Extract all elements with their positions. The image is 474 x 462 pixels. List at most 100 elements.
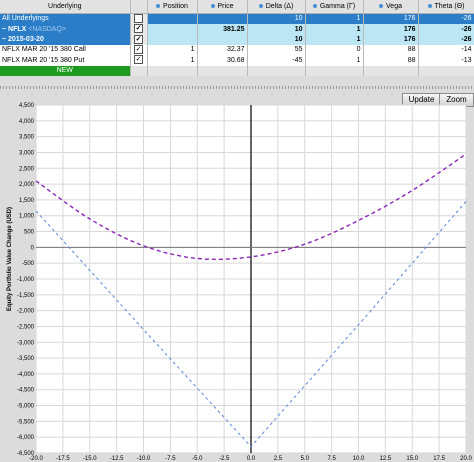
row-label[interactable]: NFLX MAR 20 '15 380 Call	[0, 45, 131, 56]
row-label[interactable]: − 2015-03-20	[0, 34, 131, 46]
gamma-value: 1	[305, 55, 364, 66]
x-tick-label: 12.5	[380, 456, 392, 462]
y-tick-label: 3,000	[19, 150, 35, 156]
col-price[interactable]: Price	[197, 0, 248, 14]
theta-value: -26	[418, 34, 474, 46]
sort-dot-icon	[156, 4, 161, 9]
row-label[interactable]: All Underlyings	[0, 13, 131, 25]
x-tick-label: 7.5	[327, 456, 336, 462]
risk-chart-panel: Update Zoom -20.0 -17.5 -15.0 -12.5 -10.0 -7.…	[0, 86, 474, 462]
y-tick-label: 4,000	[19, 119, 35, 125]
col-position[interactable]: Position	[147, 0, 198, 14]
y-tick-label: -500	[22, 261, 35, 267]
vega-value: 176	[363, 13, 419, 25]
x-tick-label: -5.0	[192, 456, 203, 462]
theta-value: -13	[418, 55, 474, 66]
delta-value: -45	[247, 55, 306, 66]
table-row-expiry[interactable]: − 2015-03-20 ✓ 10 1 176 -26	[0, 34, 474, 46]
vega-value: 176	[363, 24, 419, 35]
vega-value: 88	[363, 55, 419, 66]
position-value[interactable]: 1	[147, 55, 198, 66]
y-tick-label: 2,000	[19, 182, 35, 188]
col-check	[130, 0, 148, 14]
col-underlying[interactable]: Underlying	[0, 0, 131, 14]
gamma-value: 1	[305, 13, 364, 25]
include-checkbox[interactable]: ✓	[134, 34, 143, 44]
col-delta[interactable]: Delta (Δ)	[247, 0, 306, 14]
sort-dot-icon	[427, 4, 432, 9]
y-tick-label: 2,500	[19, 166, 35, 172]
sort-dot-icon	[379, 4, 384, 9]
price-value: 30.68	[197, 55, 248, 66]
panel-splitter[interactable]	[0, 86, 474, 89]
price-value: 32.37	[197, 45, 248, 56]
x-tick-label: -17.5	[56, 456, 70, 462]
x-tick-label: 2.5	[274, 456, 283, 462]
table-row-option-put[interactable]: NFLX MAR 20 '15 380 Put ✓ 1 30.68 -45 1 …	[0, 55, 474, 66]
include-checkbox[interactable]: ✓	[134, 24, 143, 34]
x-tick-label: 10.0	[353, 456, 365, 462]
series-line-1	[35, 153, 467, 261]
y-tick-label: 3,500	[19, 135, 35, 141]
pnl-chart: -20.0 -17.5 -15.0 -12.5 -10.0 -7.5 -5.0 -2.5 0.0…	[17, 103, 473, 462]
col-vega[interactable]: Vega	[363, 0, 419, 14]
price-value: 381.25	[197, 24, 248, 35]
gamma-value: 1	[305, 34, 364, 46]
vega-value: 176	[363, 34, 419, 46]
y-tick-label: -1,000	[17, 277, 35, 283]
y-tick-label: -2,500	[17, 324, 35, 330]
include-checkbox[interactable]: ✓	[134, 45, 143, 55]
delta-value: 55	[247, 45, 306, 56]
col-theta[interactable]: Theta (Θ)	[418, 0, 474, 14]
exchange-label: <NASDAQ>	[28, 25, 67, 33]
y-tick-label: -6,500	[17, 451, 35, 457]
table-row-new[interactable]: NEW	[0, 65, 474, 76]
delta-value: 10	[247, 24, 306, 35]
new-position-button[interactable]: NEW	[0, 65, 131, 76]
x-tick-label: 0.0	[247, 456, 256, 462]
x-tick-label: -7.5	[165, 456, 176, 462]
include-checkbox[interactable]: ✓	[134, 14, 143, 23]
x-tick-label: 15.0	[406, 456, 418, 462]
x-tick-label: -10.0	[137, 456, 151, 462]
col-gamma[interactable]: Gamma (Γ)	[305, 0, 364, 14]
theta-value: -26	[418, 24, 474, 35]
position-value[interactable]: 1	[147, 45, 198, 56]
y-axis-label: Equity Portfolio Value Change (USD)	[7, 207, 13, 312]
y-tick-label: 1,000	[19, 214, 35, 220]
delta-value: 10	[247, 34, 306, 46]
vega-value: 88	[363, 45, 419, 56]
y-tick-label: 500	[24, 230, 35, 236]
theta-value: -14	[418, 45, 474, 56]
y-tick-label: -3,000	[17, 340, 35, 346]
sort-dot-icon	[258, 4, 263, 9]
x-tick-label: -12.5	[110, 456, 124, 462]
row-label[interactable]: NFLX MAR 20 '15 380 Put	[0, 55, 131, 66]
gamma-value: 1	[305, 24, 364, 35]
y-tick-label: -5,000	[17, 404, 35, 410]
y-tick-label: -3,500	[17, 356, 35, 362]
series-line-2	[35, 201, 467, 448]
y-tick-label: -4,500	[17, 388, 35, 394]
y-tick-label: -6,000	[17, 435, 35, 441]
y-tick-label: -1,500	[17, 293, 35, 299]
table-row-all-underlyings[interactable]: All Underlyings ✓ 10 1 176 -26	[0, 13, 474, 25]
x-tick-label: -2.5	[219, 456, 230, 462]
include-checkbox[interactable]: ✓	[134, 55, 143, 65]
table-header: Underlying Position Price Delta (Δ) Gamm…	[0, 0, 474, 14]
delta-value: 10	[247, 13, 306, 25]
y-tick-label: -4,000	[17, 372, 35, 378]
row-label[interactable]: − NFLX <NASDAQ>	[0, 24, 131, 35]
sort-dot-icon	[312, 4, 317, 9]
x-tick-label: -20.0	[29, 456, 43, 462]
y-tick-label: 0	[31, 245, 35, 251]
table-row-nflx[interactable]: − NFLX <NASDAQ> ✓ 381.25 10 1 176 -26	[0, 24, 474, 35]
x-tick-label: 5.0	[301, 456, 310, 462]
y-tick-label: -5,500	[17, 419, 35, 425]
x-tick-label: 17.5	[433, 456, 445, 462]
y-tick-label: -2,000	[17, 309, 35, 315]
table-row-option-call[interactable]: NFLX MAR 20 '15 380 Call ✓ 1 32.37 55 0 …	[0, 45, 474, 56]
theta-value: -26	[418, 13, 474, 25]
x-tick-label: 20.0	[460, 456, 472, 462]
positions-table: Underlying Position Price Delta (Δ) Gamm…	[0, 0, 474, 76]
